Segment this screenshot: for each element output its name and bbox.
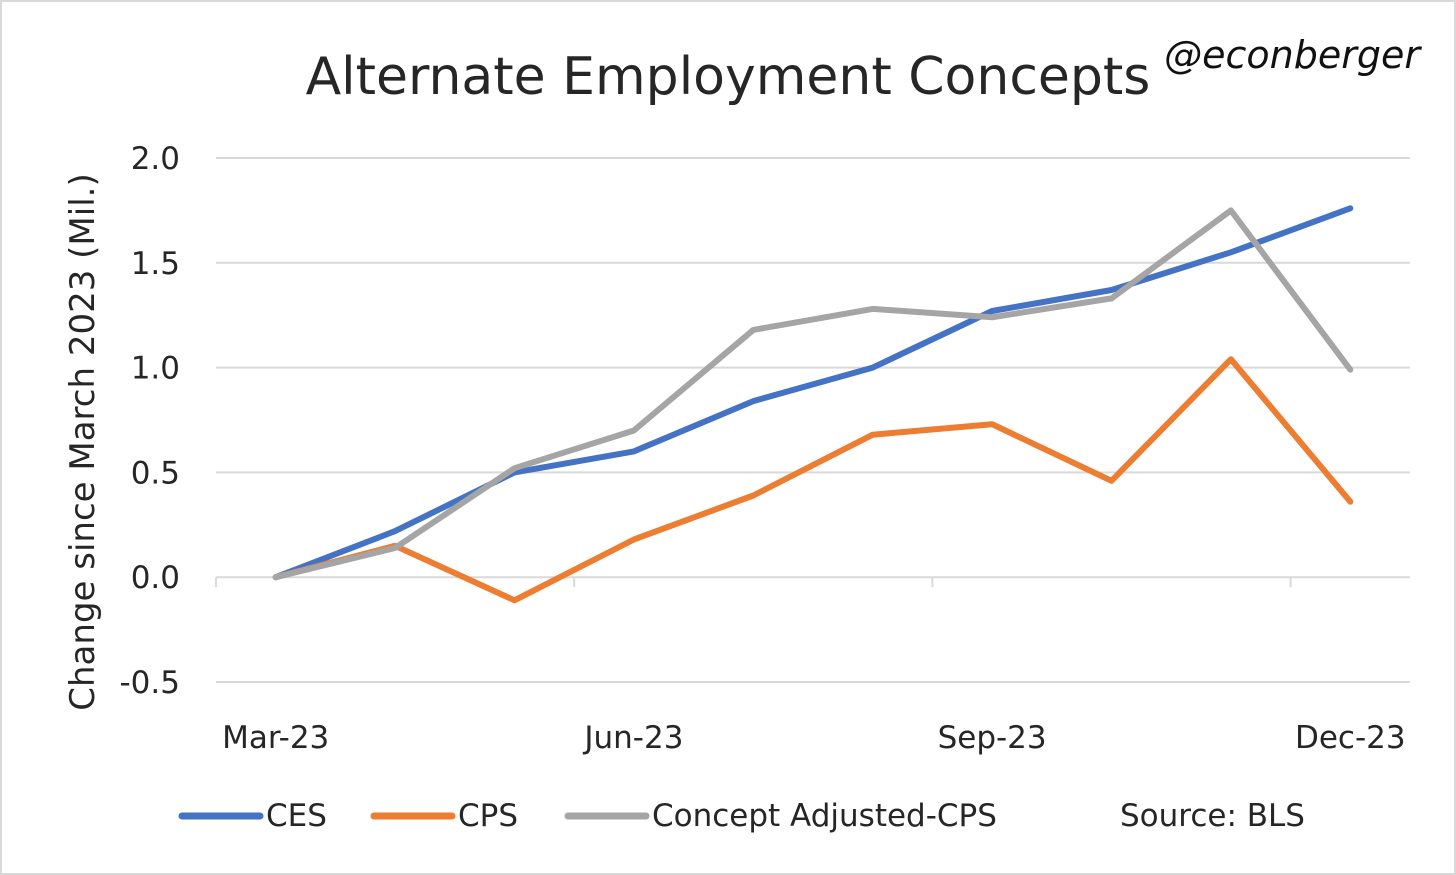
grid-lines [216,157,1410,683]
y-tick-label: 0.5 [131,455,180,491]
author-handle: @econberger [1164,33,1422,77]
y-tick-label: 1.0 [131,351,180,387]
chart-title: Alternate Employment Concepts [306,47,1151,107]
series-line-cps [272,356,1354,604]
legend-label: CPS [458,798,518,834]
legend: CES CPS Concept Adjusted-CPS [178,798,997,834]
source-note: Source: BLS [1120,798,1305,834]
y-tick-label: 2.0 [131,141,180,177]
series-line-ces [272,205,1354,581]
x-tick-label: Dec-23 [1295,720,1406,756]
series-lines [272,205,1354,604]
axes: 2.0 1.5 1.0 0.5 0.0 -0.5 Mar-23 Jun-23 Sep-23 Dec… [120,141,1410,756]
y-tick-label: 1.5 [131,246,180,282]
series-line-concept-adjusted-cps [272,207,1354,581]
legend-label: Concept Adjusted-CPS [652,798,997,834]
y-tick-label: 0.0 [131,560,180,596]
x-tick-label: Jun-23 [582,720,683,756]
y-tick-label: -0.5 [120,665,181,701]
y-axis-label: Change since March 2023 (Mil.) [63,173,103,710]
x-tick-label: Sep-23 [938,720,1047,756]
legend-label: CES [266,798,327,834]
x-tick-label: Mar-23 [222,720,329,756]
